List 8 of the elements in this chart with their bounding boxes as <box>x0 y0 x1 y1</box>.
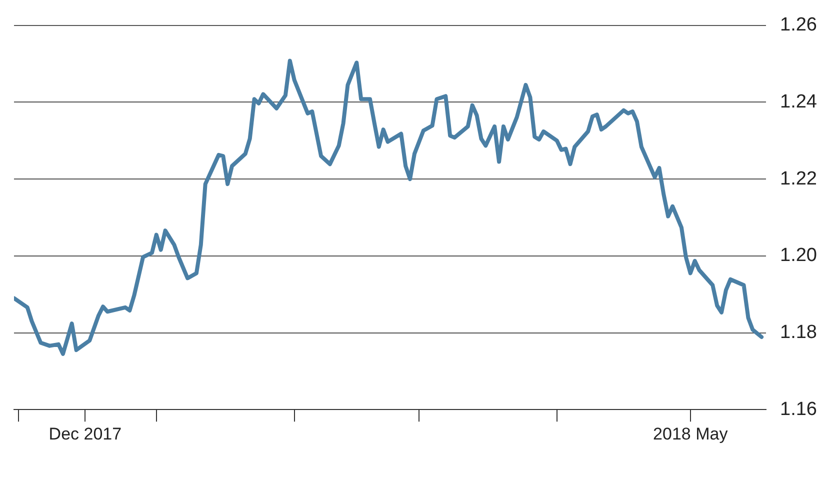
y-tick-label: 1.26 <box>780 14 818 36</box>
y-tick-label: 1.16 <box>780 398 818 420</box>
y-tick-label: 1.18 <box>780 322 818 343</box>
y-tick-label: 1.20 <box>780 245 818 266</box>
x-tick-label: 2018 May <box>653 424 728 444</box>
y-tick-label: 1.22 <box>780 168 818 190</box>
y-tick-label: 1.24 <box>780 91 818 112</box>
x-tick-label: Dec 2017 <box>48 424 122 444</box>
